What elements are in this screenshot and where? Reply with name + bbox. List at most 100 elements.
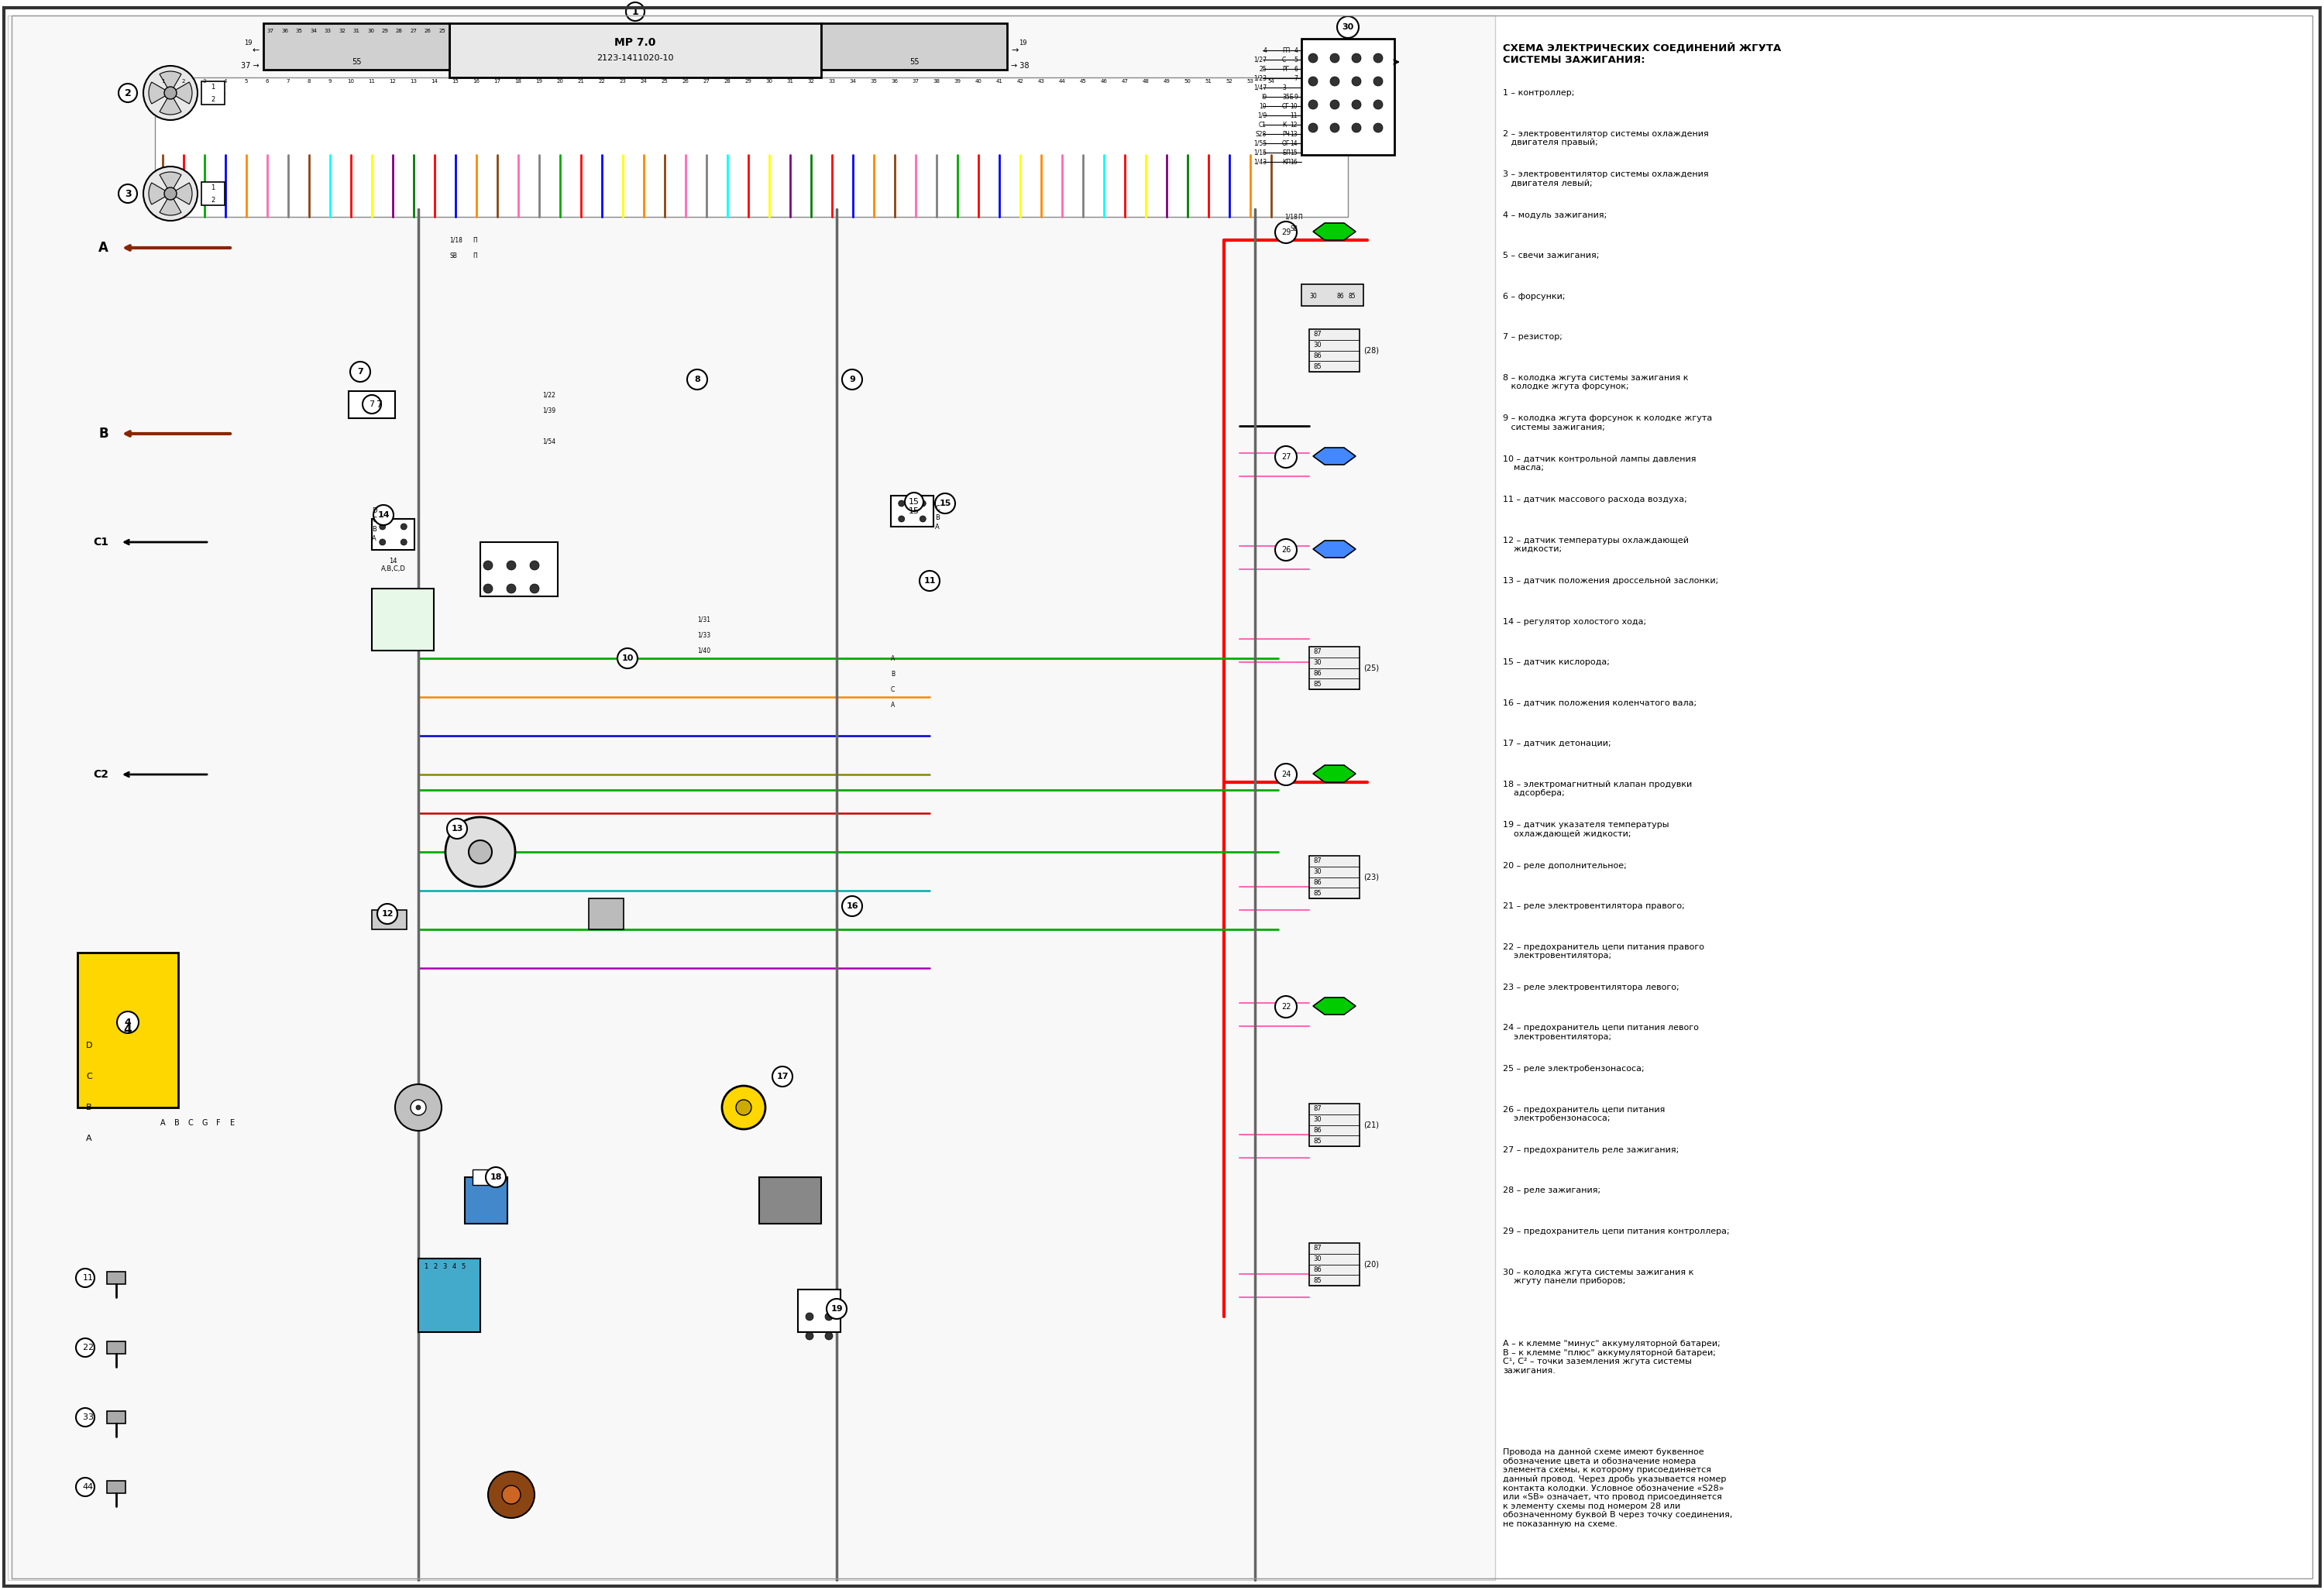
Circle shape [1373, 100, 1383, 110]
Circle shape [1373, 122, 1383, 132]
Bar [1308, 647, 1360, 690]
Text: 52: 52 [1227, 80, 1232, 84]
Circle shape [507, 584, 516, 593]
Text: 3: 3 [1283, 84, 1285, 91]
Text: 1: 1 [423, 1264, 428, 1270]
Bar [588, 898, 623, 930]
Bar [1308, 1103, 1360, 1146]
Text: 1/47: 1/47 [1253, 84, 1267, 91]
Text: 37: 37 [267, 29, 274, 33]
Circle shape [1336, 16, 1360, 38]
Text: 30: 30 [1313, 1116, 1322, 1123]
Circle shape [1308, 100, 1318, 110]
Text: 12: 12 [381, 909, 393, 917]
Bar [372, 518, 414, 550]
Wedge shape [160, 72, 181, 92]
Text: SB: SB [449, 253, 458, 259]
Bar [1308, 1243, 1360, 1286]
Circle shape [1373, 76, 1383, 86]
Text: 15: 15 [1290, 149, 1297, 156]
Text: 20: 20 [558, 80, 562, 84]
Text: 3: 3 [442, 1264, 446, 1270]
Bar [156, 78, 1348, 216]
Text: 1/43: 1/43 [1253, 159, 1267, 165]
Text: С: С [1283, 56, 1285, 64]
Circle shape [1276, 539, 1297, 561]
Text: ГП: ГП [1283, 46, 1290, 54]
Text: 87: 87 [1313, 1245, 1322, 1251]
Circle shape [1276, 221, 1297, 243]
Text: 27: 27 [704, 80, 709, 84]
Polygon shape [1313, 765, 1355, 782]
Text: B: B [934, 514, 939, 522]
Text: 1/9: 1/9 [1257, 111, 1267, 119]
Text: ОГ: ОГ [1283, 140, 1290, 146]
Text: 37 →: 37 → [242, 62, 260, 70]
Text: 30: 30 [1313, 868, 1322, 874]
Text: 14: 14 [376, 510, 390, 518]
Text: РЧ: РЧ [1283, 130, 1290, 137]
Circle shape [618, 649, 637, 668]
Text: 30: 30 [1308, 293, 1318, 299]
Text: B: B [372, 525, 376, 533]
Text: 5 – свечи зажигания;: 5 – свечи зажигания; [1504, 251, 1599, 259]
Text: МР 7.0: МР 7.0 [614, 37, 655, 48]
Polygon shape [1313, 541, 1355, 558]
Text: 46: 46 [1102, 80, 1106, 84]
Text: 1/33: 1/33 [697, 631, 711, 639]
Text: 14: 14 [432, 80, 437, 84]
Bar [349, 391, 395, 418]
Text: 10: 10 [1260, 103, 1267, 110]
Text: C: C [934, 504, 939, 512]
Text: 5: 5 [1294, 56, 1297, 64]
Circle shape [1308, 54, 1318, 62]
Text: D: D [372, 507, 376, 514]
Bar [202, 181, 225, 205]
Text: 15: 15 [909, 498, 920, 506]
Text: 55: 55 [909, 59, 918, 65]
Text: 29: 29 [1281, 229, 1290, 237]
Text: C: C [86, 1073, 93, 1080]
Text: 4: 4 [125, 1018, 130, 1027]
Text: 25: 25 [1260, 65, 1267, 73]
Text: 17: 17 [776, 1073, 788, 1080]
Text: 30 – колодка жгута системы зажигания к
    жгуту панели приборов;: 30 – колодка жгута системы зажигания к ж… [1504, 1269, 1694, 1285]
Text: 33: 33 [830, 80, 837, 84]
Circle shape [77, 1477, 95, 1496]
Text: 36: 36 [892, 80, 899, 84]
Text: 86: 86 [1313, 1266, 1322, 1274]
Text: 85: 85 [1313, 1277, 1322, 1283]
Text: 22: 22 [1281, 1003, 1290, 1011]
Text: РГ: РГ [1283, 65, 1290, 73]
Text: 43: 43 [1039, 80, 1043, 84]
Text: 87: 87 [1313, 1105, 1322, 1113]
Text: 10: 10 [621, 655, 634, 661]
Wedge shape [160, 172, 181, 194]
Text: 30: 30 [1313, 1256, 1322, 1262]
Circle shape [1276, 995, 1297, 1018]
Text: 10 – датчик контрольной лампы давления
    масла;: 10 – датчик контрольной лампы давления м… [1504, 455, 1697, 472]
Circle shape [825, 1332, 832, 1340]
Text: 47: 47 [1122, 80, 1127, 84]
Circle shape [379, 523, 386, 529]
Text: 4 – модуль зажигания;: 4 – модуль зажигания; [1504, 211, 1606, 219]
Circle shape [530, 561, 539, 569]
Text: 30: 30 [1313, 342, 1322, 348]
Text: 37: 37 [913, 80, 920, 84]
Text: (23): (23) [1364, 873, 1378, 881]
Text: A: A [86, 1135, 93, 1142]
Circle shape [400, 523, 407, 529]
Text: 30: 30 [1341, 24, 1355, 30]
Text: 1/15: 1/15 [1253, 149, 1267, 156]
Text: 1: 1 [160, 80, 165, 84]
Text: 1/18: 1/18 [449, 237, 462, 243]
Bar [107, 1410, 125, 1423]
Circle shape [723, 1086, 765, 1129]
Text: 8: 8 [307, 80, 311, 84]
Text: 26 – предохранитель цепи питания
    электробензонасоса;: 26 – предохранитель цепи питания электро… [1504, 1105, 1664, 1123]
Bar [820, 24, 1006, 70]
Text: 28: 28 [725, 80, 730, 84]
Text: 17 – датчик детонации;: 17 – датчик детонации; [1504, 739, 1611, 747]
Text: 85: 85 [1313, 1137, 1322, 1145]
Text: 18: 18 [490, 1173, 502, 1181]
